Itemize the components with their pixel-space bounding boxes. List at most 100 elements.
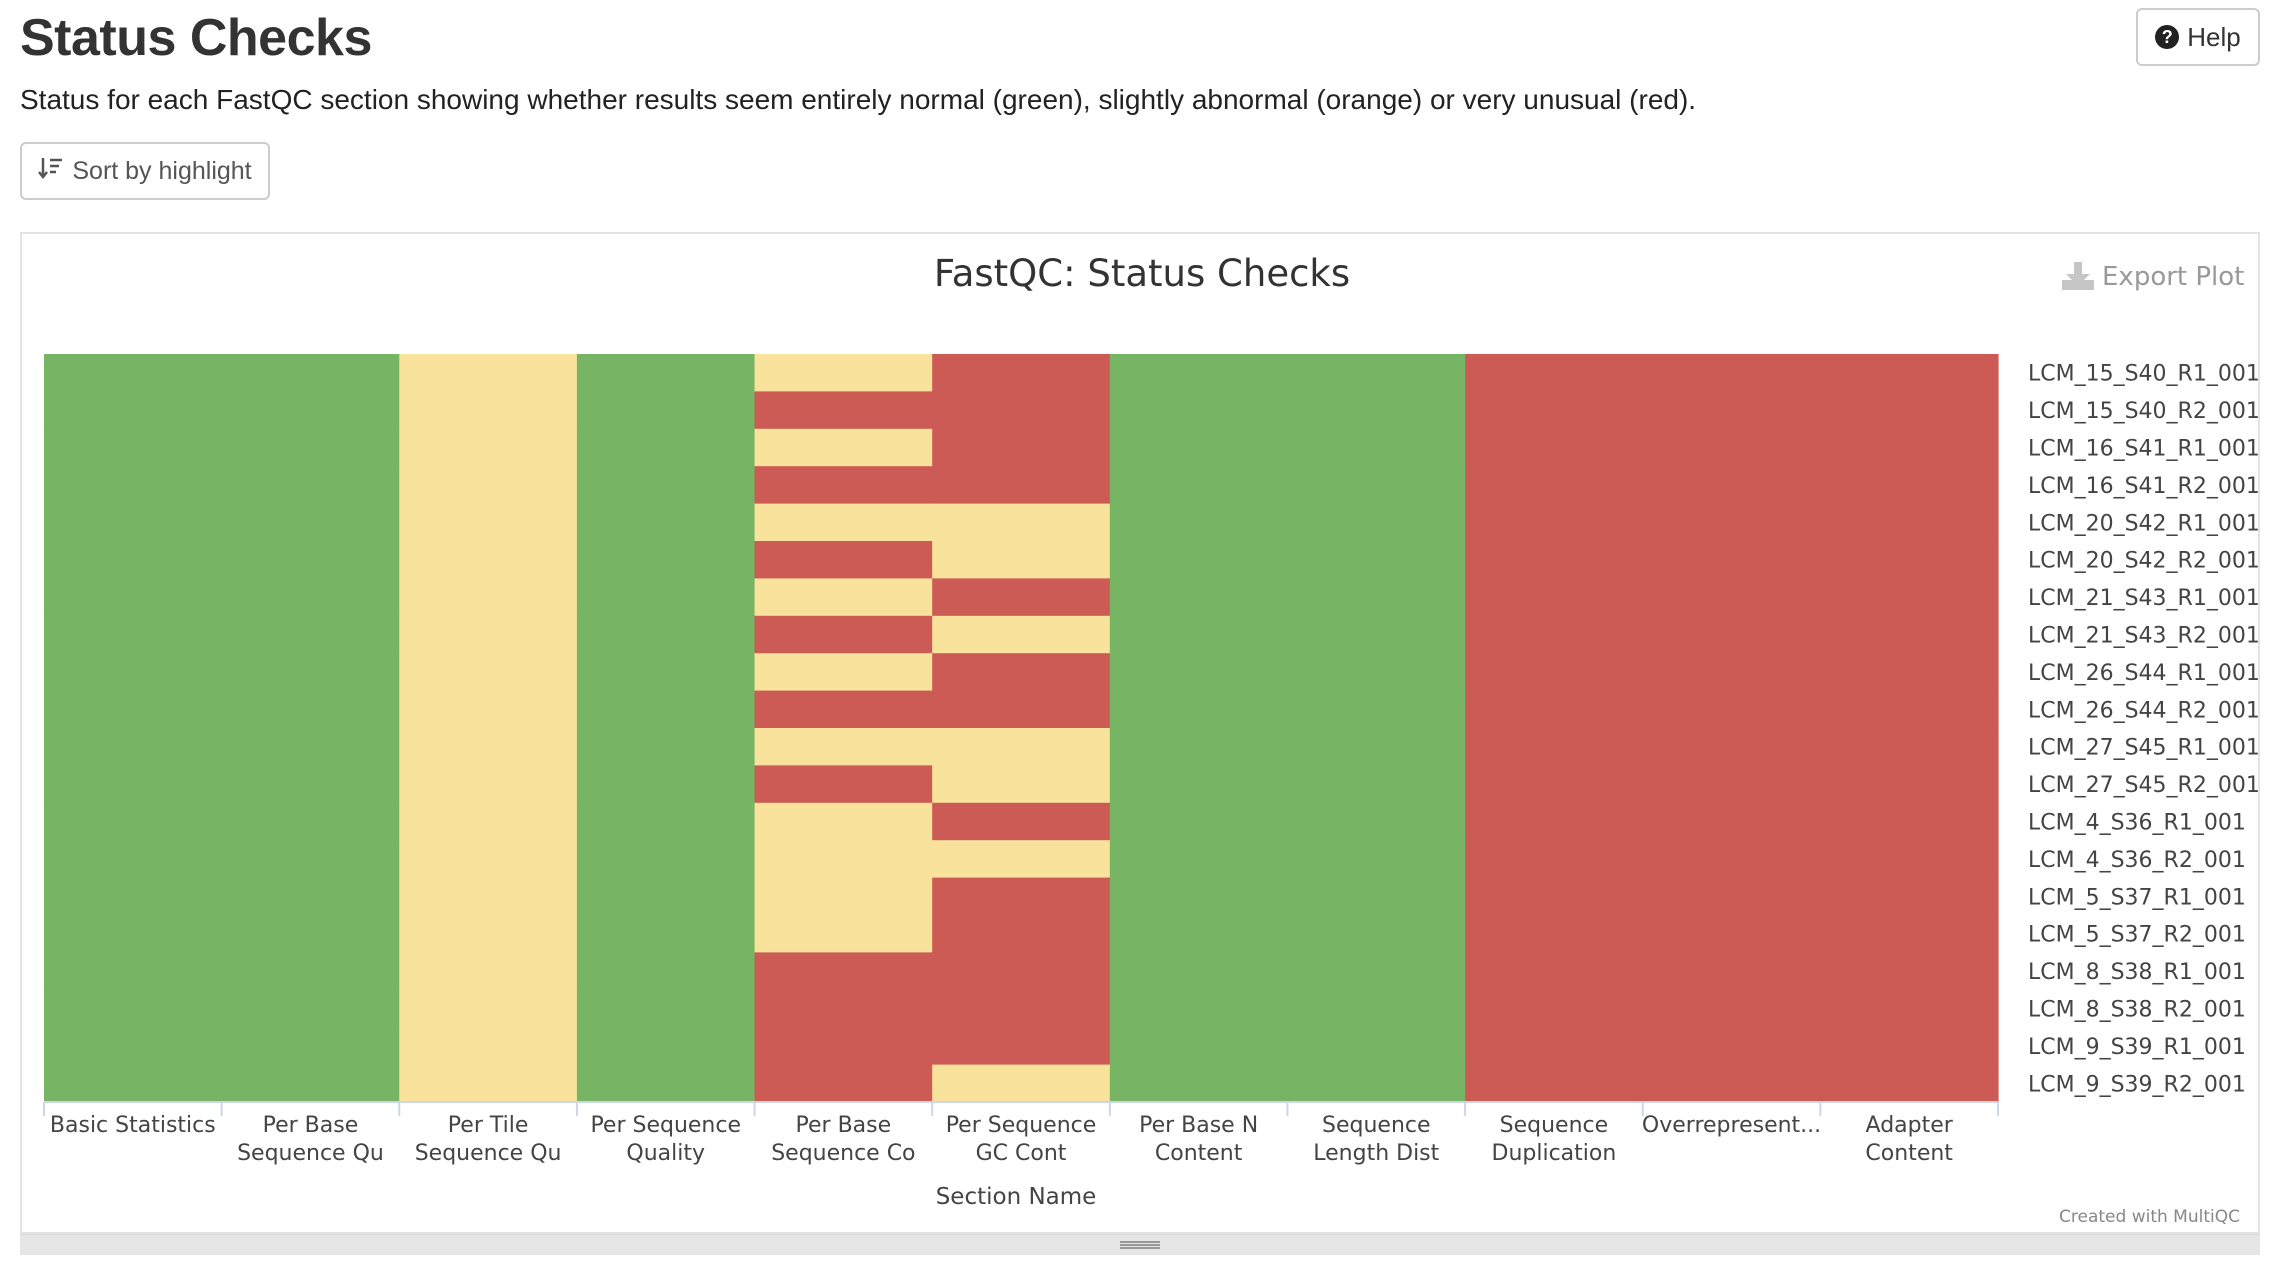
heatmap-cell[interactable]	[221, 952, 400, 991]
heatmap-cell[interactable]	[1287, 840, 1466, 879]
heatmap-cell[interactable]	[399, 728, 578, 766]
heatmap-cell[interactable]	[1820, 354, 1999, 392]
heatmap-cell[interactable]	[932, 541, 1111, 579]
heatmap-cell[interactable]	[1642, 466, 1821, 505]
heatmap-cell[interactable]	[1287, 989, 1466, 1028]
heatmap-cell[interactable]	[1642, 615, 1821, 654]
heatmap-cell[interactable]	[754, 989, 933, 1028]
heatmap-cell[interactable]	[576, 615, 756, 654]
plot-resize-handle[interactable]	[20, 1234, 2260, 1255]
heatmap-cell[interactable]	[576, 503, 756, 542]
heatmap-cell[interactable]	[932, 653, 1111, 692]
heatmap-cell[interactable]	[1820, 466, 1999, 505]
heatmap-cell[interactable]	[399, 802, 578, 841]
heatmap-cell[interactable]	[399, 877, 578, 916]
heatmap-cell[interactable]	[576, 1027, 756, 1066]
heatmap-cell[interactable]	[1109, 541, 1289, 579]
heatmap-cell[interactable]	[932, 728, 1111, 766]
heatmap-cell[interactable]	[1109, 466, 1289, 505]
heatmap-cell[interactable]	[932, 428, 1111, 467]
heatmap-cell[interactable]	[1465, 690, 1644, 729]
heatmap-cell[interactable]	[399, 690, 578, 729]
heatmap-cell[interactable]	[44, 1064, 223, 1103]
heatmap-cell[interactable]	[44, 354, 223, 392]
heatmap-cell[interactable]	[1642, 541, 1821, 579]
heatmap-cell[interactable]	[1820, 615, 1999, 654]
heatmap-cell[interactable]	[1820, 915, 1999, 953]
heatmap-cell[interactable]	[1109, 728, 1289, 766]
heatmap-cell[interactable]	[1465, 765, 1644, 804]
heatmap-cell[interactable]	[44, 391, 223, 430]
heatmap-cell[interactable]	[1642, 728, 1821, 766]
heatmap-cell[interactable]	[932, 391, 1111, 430]
heatmap-cell[interactable]	[1820, 802, 1999, 841]
heatmap-cell[interactable]	[1465, 503, 1644, 542]
heatmap-cell[interactable]	[1642, 503, 1821, 542]
heatmap-cell[interactable]	[1465, 541, 1644, 579]
heatmap-cell[interactable]	[399, 840, 578, 879]
heatmap-cell[interactable]	[221, 840, 400, 879]
heatmap-cell[interactable]	[1465, 1027, 1644, 1066]
heatmap-cell[interactable]	[44, 690, 223, 729]
heatmap-cell[interactable]	[221, 1027, 400, 1066]
heatmap-cell[interactable]	[1465, 877, 1644, 916]
heatmap-cell[interactable]	[1287, 354, 1466, 392]
heatmap-cell[interactable]	[1287, 653, 1466, 692]
heatmap-cell[interactable]	[399, 466, 578, 505]
heatmap-cell[interactable]	[399, 952, 578, 991]
heatmap-cell[interactable]	[221, 1064, 400, 1103]
heatmap-cell[interactable]	[576, 690, 756, 729]
heatmap-cell[interactable]	[399, 541, 578, 579]
heatmap-cell[interactable]	[754, 765, 933, 804]
heatmap-cell[interactable]	[932, 690, 1111, 729]
heatmap-cell[interactable]	[754, 877, 933, 916]
heatmap-cell[interactable]	[754, 915, 933, 953]
heatmap-cell[interactable]	[754, 541, 933, 579]
heatmap-cell[interactable]	[1642, 840, 1821, 879]
heatmap-cell[interactable]	[932, 354, 1111, 392]
heatmap-cell[interactable]	[221, 391, 400, 430]
heatmap-cell[interactable]	[754, 391, 933, 430]
heatmap-cell[interactable]	[44, 802, 223, 841]
heatmap-cell[interactable]	[44, 615, 223, 654]
heatmap-cell[interactable]	[1820, 503, 1999, 542]
heatmap-cell[interactable]	[1287, 541, 1466, 579]
heatmap-cell[interactable]	[1109, 915, 1289, 953]
heatmap-cell[interactable]	[1465, 802, 1644, 841]
heatmap-cell[interactable]	[1109, 690, 1289, 729]
heatmap-cell[interactable]	[1287, 877, 1466, 916]
heatmap-cell[interactable]	[399, 989, 578, 1028]
heatmap-cell[interactable]	[754, 503, 933, 542]
heatmap-cell[interactable]	[932, 503, 1111, 542]
heatmap-cell[interactable]	[1109, 877, 1289, 916]
heatmap-cell[interactable]	[754, 1064, 933, 1103]
heatmap-cell[interactable]	[1820, 690, 1999, 729]
heatmap-cell[interactable]	[1642, 1027, 1821, 1066]
heatmap-cell[interactable]	[44, 428, 223, 467]
heatmap-cell[interactable]	[932, 877, 1111, 916]
heatmap-cell[interactable]	[1109, 989, 1289, 1028]
heatmap-cell[interactable]	[1820, 541, 1999, 579]
heatmap-cell[interactable]	[1642, 802, 1821, 841]
heatmap-cell[interactable]	[1465, 391, 1644, 430]
heatmap-cell[interactable]	[576, 802, 756, 841]
heatmap-cell[interactable]	[1109, 578, 1289, 617]
heatmap-cell[interactable]	[576, 840, 756, 879]
heatmap-cell[interactable]	[754, 802, 933, 841]
heatmap-cell[interactable]	[754, 615, 933, 654]
heatmap-cell[interactable]	[1642, 915, 1821, 953]
heatmap-cell[interactable]	[1642, 877, 1821, 916]
heatmap-cell[interactable]	[44, 952, 223, 991]
heatmap-cell[interactable]	[576, 653, 756, 692]
heatmap-cell[interactable]	[1820, 653, 1999, 692]
heatmap-cell[interactable]	[1642, 989, 1821, 1028]
heatmap-cell[interactable]	[399, 765, 578, 804]
heatmap-cell[interactable]	[399, 615, 578, 654]
heatmap-cell[interactable]	[932, 1064, 1111, 1103]
heatmap-cell[interactable]	[1820, 877, 1999, 916]
heatmap-cell[interactable]	[1109, 952, 1289, 991]
heatmap-cell[interactable]	[576, 952, 756, 991]
heatmap-cell[interactable]	[754, 728, 933, 766]
heatmap-cell[interactable]	[1820, 952, 1999, 991]
heatmap-cell[interactable]	[1287, 1027, 1466, 1066]
